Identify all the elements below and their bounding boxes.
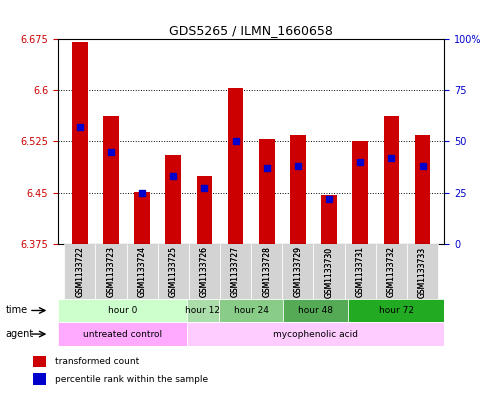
Text: GSM1133725: GSM1133725: [169, 246, 178, 298]
Text: GSM1133731: GSM1133731: [355, 246, 365, 298]
Bar: [166, 155, 181, 244]
Bar: [187, 299, 219, 322]
Text: GSM1133729: GSM1133729: [293, 246, 302, 298]
FancyBboxPatch shape: [189, 244, 220, 299]
FancyBboxPatch shape: [407, 244, 438, 299]
Title: GDS5265 / ILMN_1660658: GDS5265 / ILMN_1660658: [169, 24, 333, 37]
Text: GSM1133726: GSM1133726: [200, 246, 209, 298]
FancyBboxPatch shape: [64, 244, 95, 299]
Text: hour 24: hour 24: [234, 306, 269, 315]
Text: GSM1133722: GSM1133722: [75, 246, 84, 297]
Bar: [259, 140, 274, 244]
Text: hour 12: hour 12: [185, 306, 220, 315]
Text: untreated control: untreated control: [83, 330, 162, 338]
Text: hour 48: hour 48: [298, 306, 333, 315]
Text: GSM1133730: GSM1133730: [325, 246, 334, 298]
Bar: [58, 322, 187, 346]
Bar: [415, 135, 430, 244]
Text: GSM1133722: GSM1133722: [75, 246, 84, 297]
Text: hour 0: hour 0: [108, 306, 137, 315]
Text: agent: agent: [6, 329, 34, 339]
Text: GSM1133728: GSM1133728: [262, 246, 271, 297]
Bar: [290, 135, 306, 244]
Text: time: time: [6, 305, 28, 316]
Bar: [321, 195, 337, 244]
Bar: [284, 299, 348, 322]
Bar: [33, 373, 46, 385]
Text: GSM1133733: GSM1133733: [418, 246, 427, 298]
FancyBboxPatch shape: [376, 244, 407, 299]
Text: GSM1133730: GSM1133730: [325, 246, 334, 298]
Text: GSM1133724: GSM1133724: [138, 246, 147, 298]
Text: GSM1133723: GSM1133723: [106, 246, 115, 298]
Text: GSM1133728: GSM1133728: [262, 246, 271, 297]
Bar: [219, 299, 284, 322]
Text: GSM1133732: GSM1133732: [387, 246, 396, 298]
FancyBboxPatch shape: [157, 244, 189, 299]
Text: GSM1133729: GSM1133729: [293, 246, 302, 298]
Bar: [197, 176, 212, 244]
Text: GSM1133733: GSM1133733: [418, 246, 427, 298]
Bar: [348, 299, 444, 322]
Bar: [58, 299, 187, 322]
Bar: [353, 141, 368, 244]
Text: hour 72: hour 72: [379, 306, 413, 315]
Bar: [134, 192, 150, 244]
Text: GSM1133732: GSM1133732: [387, 246, 396, 298]
Text: GSM1133723: GSM1133723: [106, 246, 115, 298]
FancyBboxPatch shape: [283, 244, 313, 299]
FancyBboxPatch shape: [127, 244, 157, 299]
FancyBboxPatch shape: [313, 244, 345, 299]
Text: GSM1133731: GSM1133731: [355, 246, 365, 298]
Text: GSM1133725: GSM1133725: [169, 246, 178, 298]
Bar: [103, 116, 119, 244]
FancyBboxPatch shape: [220, 244, 251, 299]
FancyBboxPatch shape: [251, 244, 283, 299]
Bar: [384, 116, 399, 244]
FancyBboxPatch shape: [345, 244, 376, 299]
Text: GSM1133727: GSM1133727: [231, 246, 240, 298]
Bar: [228, 88, 243, 244]
Text: GSM1133727: GSM1133727: [231, 246, 240, 298]
Text: transformed count: transformed count: [55, 357, 139, 366]
Text: GSM1133726: GSM1133726: [200, 246, 209, 298]
Text: percentile rank within the sample: percentile rank within the sample: [55, 375, 208, 384]
Text: GSM1133724: GSM1133724: [138, 246, 147, 298]
Bar: [33, 356, 46, 367]
Bar: [72, 42, 87, 244]
Bar: [187, 322, 444, 346]
FancyBboxPatch shape: [95, 244, 127, 299]
Text: mycophenolic acid: mycophenolic acid: [273, 330, 358, 338]
